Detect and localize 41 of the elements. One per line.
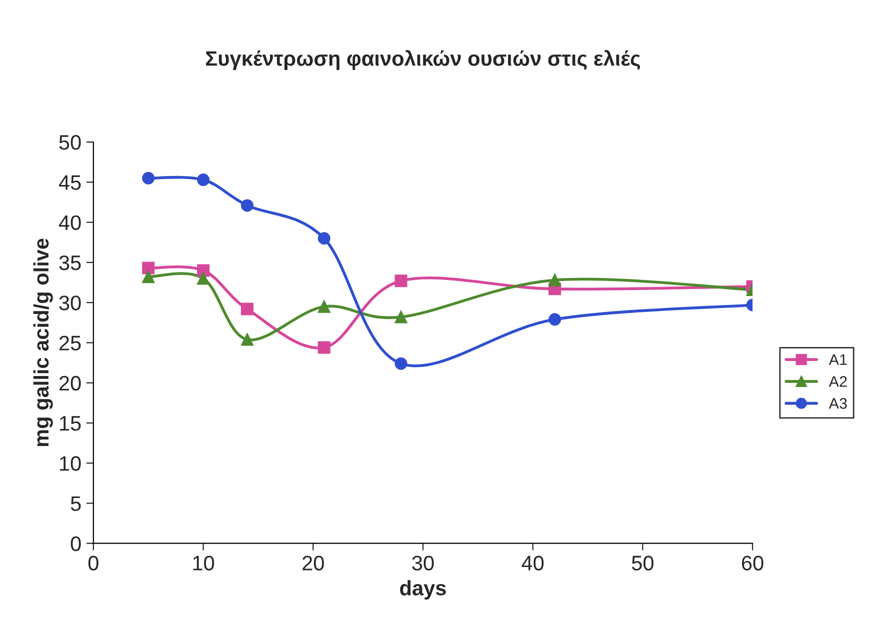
point — [240, 302, 254, 316]
y-tick-label: 15 — [60, 416, 81, 431]
legend-label: A1 — [828, 354, 847, 365]
y-tick-label: 0 — [70, 536, 81, 552]
point — [197, 174, 210, 186]
point — [548, 274, 562, 286]
y-tick-label: 30 — [59, 296, 81, 310]
point — [240, 199, 254, 212]
x-tick-label: 60 — [742, 556, 764, 570]
x-tick-label: 10 — [193, 556, 214, 570]
y-tick-label: 10 — [60, 456, 81, 471]
point — [197, 264, 210, 277]
x-tick-label: 20 — [302, 556, 324, 570]
legend-label: A2 — [828, 376, 847, 387]
point — [318, 300, 330, 313]
point — [197, 272, 210, 285]
point — [318, 341, 330, 354]
y-tick-label: 40 — [58, 215, 81, 230]
x-axis-title: days — [400, 580, 446, 600]
point — [142, 172, 155, 184]
point — [240, 333, 254, 346]
y-tick-label: 25 — [59, 336, 81, 350]
legend-label: A3 — [828, 398, 847, 409]
point — [394, 274, 408, 288]
point — [548, 313, 562, 326]
chart-title: Συγκέντρωση φαινολικών ουσιών στις ελιές — [206, 50, 640, 70]
y-tick-label: 50 — [59, 135, 81, 150]
point — [318, 232, 330, 245]
y-tick-label: 5 — [70, 496, 81, 511]
x-tick-label: 0 — [88, 556, 98, 570]
point — [142, 262, 155, 274]
y-axis-title: mg gallic acid/g olive — [33, 238, 53, 446]
y-tick-label: 45 — [58, 175, 81, 190]
x-tick-label: 30 — [412, 556, 434, 570]
y-tick-label: 35 — [59, 255, 81, 270]
y-tick-label: 20 — [59, 376, 81, 391]
point — [142, 270, 155, 284]
x-tick-label: 40 — [522, 556, 544, 570]
point — [394, 357, 408, 370]
x-tick-label: 50 — [632, 556, 654, 570]
point — [394, 310, 408, 324]
